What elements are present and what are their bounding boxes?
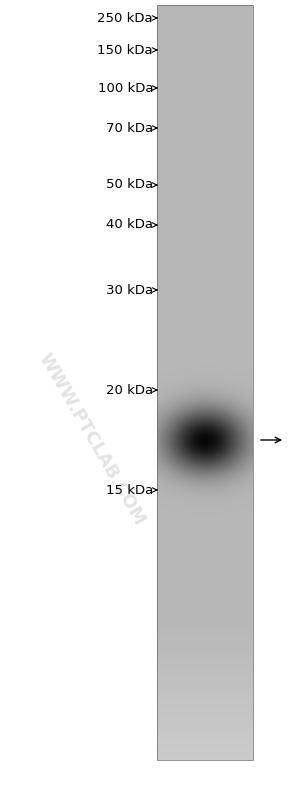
Text: 15 kDa: 15 kDa	[106, 483, 153, 496]
Text: 150 kDa: 150 kDa	[97, 43, 153, 57]
Text: 50 kDa: 50 kDa	[106, 178, 153, 192]
Text: WWW.PTCLAB.COM: WWW.PTCLAB.COM	[35, 350, 149, 529]
Text: 250 kDa: 250 kDa	[97, 11, 153, 25]
Text: 40 kDa: 40 kDa	[106, 218, 153, 232]
Text: 30 kDa: 30 kDa	[106, 284, 153, 296]
Text: 100 kDa: 100 kDa	[98, 81, 153, 94]
Text: 70 kDa: 70 kDa	[106, 121, 153, 134]
Text: 20 kDa: 20 kDa	[106, 384, 153, 396]
Bar	[157, 5, 253, 760]
